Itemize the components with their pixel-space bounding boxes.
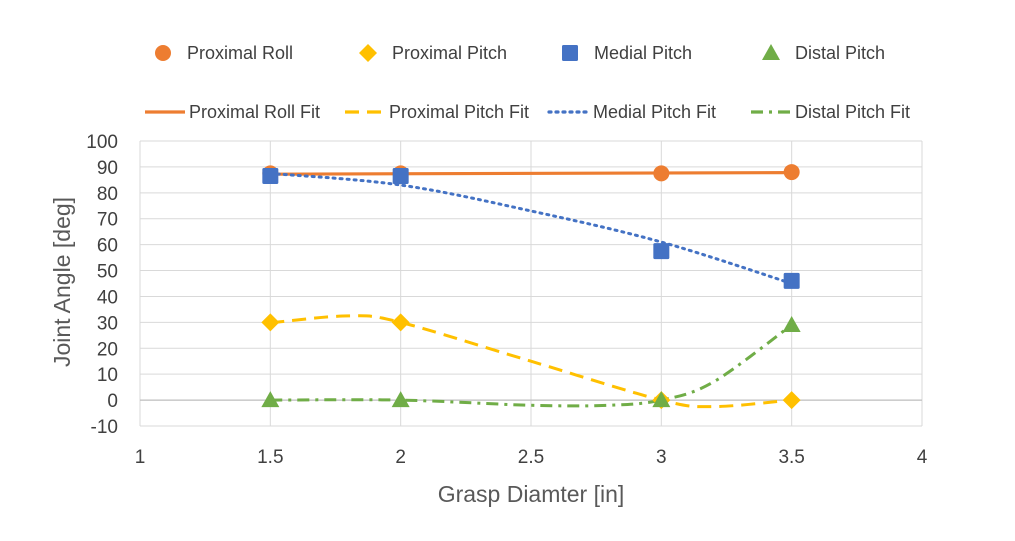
legend: Proximal Roll Proximal Pitch Medial Pitch D…: [145, 43, 910, 122]
y-axis-title: Joint Angle [deg]: [49, 197, 75, 367]
legend-marker: [155, 45, 171, 61]
fit-line: [270, 314, 792, 409]
y-tick-label: 0: [107, 391, 118, 412]
data-point: [783, 164, 800, 181]
fit-line: [268, 171, 794, 285]
legend-marker: [762, 44, 780, 60]
data-point: [262, 167, 279, 184]
x-axis-title: Grasp Diamter [in]: [438, 481, 625, 507]
gridlines: [139, 140, 923, 427]
x-tick-label: 2.5: [518, 447, 544, 468]
y-tick-label: -10: [91, 417, 118, 438]
y-tick-label: 20: [97, 339, 118, 360]
legend-marker: [359, 44, 377, 62]
data-point: [783, 272, 800, 289]
legend-label: Proximal Pitch: [392, 43, 507, 63]
data-point: [653, 165, 670, 182]
fit-lines: [268, 171, 794, 409]
y-tick-labels: -10 0 10 20 30 40 50 60 70 80 90 100: [86, 132, 118, 438]
data-points: [261, 164, 801, 410]
data-point: [261, 391, 280, 408]
data-point: [391, 313, 410, 332]
x-tick-label: 3: [656, 447, 667, 468]
x-tick-label: 3.5: [778, 447, 804, 468]
legend-label: Proximal Roll: [187, 43, 293, 63]
fit-line: [270, 171, 792, 176]
y-tick-label: 100: [86, 132, 118, 153]
y-tick-label: 90: [97, 158, 118, 179]
y-tick-label: 50: [97, 262, 118, 283]
legend-label: Proximal Roll Fit: [189, 102, 320, 122]
legend-marker: [562, 45, 578, 61]
y-tick-label: 40: [97, 287, 118, 308]
legend-label: Distal Pitch: [795, 43, 885, 63]
fit-line: [270, 323, 793, 408]
y-tick-label: 70: [97, 210, 118, 231]
data-point: [261, 313, 280, 332]
x-tick-label: 2: [395, 447, 406, 468]
data-point: [391, 391, 410, 408]
x-tick-label: 1: [135, 447, 146, 468]
data-point: [652, 391, 671, 408]
legend-label: Medial Pitch Fit: [593, 102, 716, 122]
x-tick-label: 1.5: [257, 447, 283, 468]
x-tick-labels: 1 1.5 2 2.5 3 3.5 4: [135, 447, 928, 468]
data-point: [782, 391, 801, 410]
legend-label: Distal Pitch Fit: [795, 102, 910, 122]
y-tick-label: 10: [97, 365, 118, 386]
legend-label: Proximal Pitch Fit: [389, 102, 529, 122]
y-tick-label: 30: [97, 313, 118, 334]
data-point: [392, 167, 409, 184]
y-tick-label: 80: [97, 184, 118, 205]
data-point: [653, 243, 670, 260]
x-tick-label: 4: [917, 447, 928, 468]
legend-label: Medial Pitch: [594, 43, 692, 63]
y-tick-label: 60: [97, 236, 118, 257]
data-point: [782, 315, 801, 332]
